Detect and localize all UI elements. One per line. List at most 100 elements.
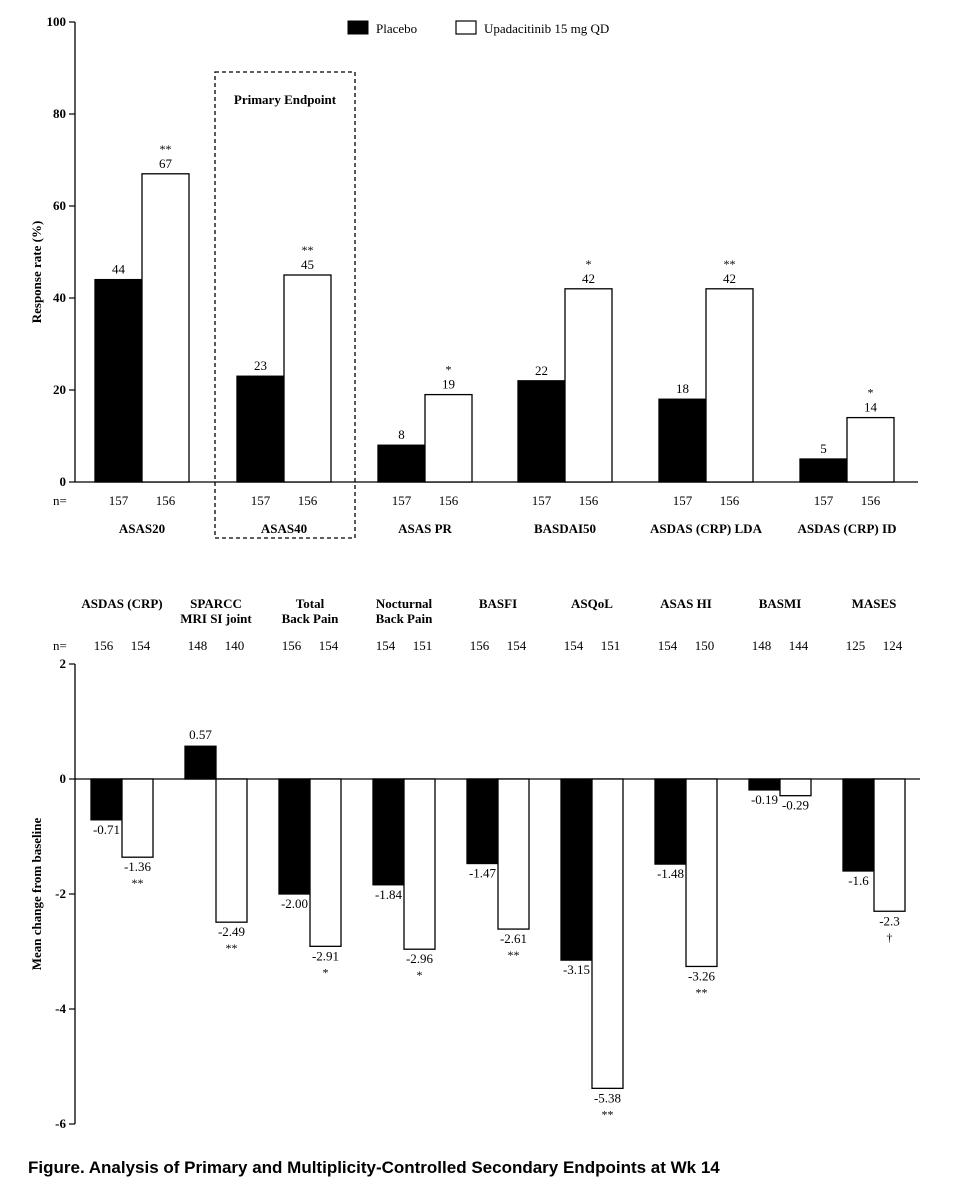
bottom-bar-asqol-placebo [560, 778, 593, 961]
bottom-significance-marker: * [323, 965, 329, 979]
top-bar-asas-pr-upadacitinib [424, 393, 473, 483]
top-y-tick-label: 80 [53, 106, 66, 121]
bottom-bar-mases-upadacitinib [873, 778, 906, 912]
legend-swatch-upadacitinib [455, 20, 477, 35]
bottom-bar-basfi-placebo [466, 778, 499, 865]
primary-endpoint-box [214, 71, 356, 539]
top-y-tick-label: 40 [53, 290, 66, 305]
top-significance-marker: * [446, 363, 452, 377]
top-n-value: 157 [251, 493, 271, 508]
bottom-n-value: 125 [846, 638, 866, 653]
bottom-significance-marker: ** [226, 941, 238, 955]
bottom-category-label: MRI SI joint [180, 611, 252, 626]
bottom-bar-basfi-upadacitinib [497, 778, 530, 930]
top-y-tick-label: 20 [53, 382, 66, 397]
bottom-bar-sparcc-mri-si-joint-placebo [184, 745, 217, 780]
top-category-label: ASDAS (CRP) LDA [650, 521, 763, 536]
top-bar-asdas-crp-lda-upadacitinib [705, 288, 754, 483]
bottom-value-label: -2.91 [312, 948, 339, 963]
bottom-value-label: -1.47 [469, 866, 497, 881]
top-significance-marker: ** [160, 142, 172, 156]
top-y-tick-label: 60 [53, 198, 66, 213]
top-value-label: 19 [442, 377, 455, 392]
primary-endpoint-label: Primary Endpoint [234, 92, 337, 107]
top-significance-marker: * [868, 386, 874, 400]
top-category-label: ASAS40 [261, 521, 307, 536]
top-y-axis-label: Response rate (%) [29, 221, 44, 324]
bottom-n-value: 156 [282, 638, 302, 653]
bottom-category-label: Back Pain [282, 611, 339, 626]
bottom-n-value: 140 [225, 638, 245, 653]
top-bar-basdai50-placebo [517, 380, 566, 483]
top-n-value: 157 [392, 493, 412, 508]
bottom-y-tick-label: 2 [60, 656, 67, 671]
bottom-value-label: -1.84 [375, 887, 403, 902]
top-significance-marker: ** [724, 257, 736, 271]
top-n-value: 157 [109, 493, 129, 508]
bottom-significance-marker: ** [508, 948, 520, 962]
bottom-y-tick-label: -6 [55, 1116, 66, 1131]
bottom-y-tick-label: 0 [60, 771, 67, 786]
bottom-n-value: 144 [789, 638, 809, 653]
bottom-value-label: -2.3 [879, 913, 900, 928]
legend-swatch-placebo [347, 20, 369, 35]
bottom-bar-total-back-pain-upadacitinib [309, 778, 342, 947]
top-value-label: 67 [159, 156, 173, 171]
bottom-value-label: -1.36 [124, 859, 152, 874]
top-n-value: 156 [579, 493, 599, 508]
legend-label-upadacitinib: Upadacitinib 15 mg QD [484, 21, 609, 36]
top-chart: 0 20 40 60 80 100 Response rate (%) Primary End… [29, 14, 918, 539]
top-value-label: 5 [820, 441, 827, 456]
top-category-label: ASAS20 [119, 521, 165, 536]
bottom-category-label: BASFI [479, 596, 517, 611]
bottom-value-label: -3.26 [688, 968, 716, 983]
bottom-bar-asas-hi-placebo [654, 778, 687, 865]
bottom-bar-mases-placebo [842, 778, 875, 872]
bottom-y-tick-label: -4 [55, 1001, 66, 1016]
bottom-bar-basmi-placebo [748, 778, 781, 791]
bottom-n-value: 154 [131, 638, 151, 653]
bottom-n-value: 154 [564, 638, 584, 653]
top-bar-asas40-upadacitinib [283, 274, 332, 483]
bottom-value-label: -5.38 [594, 1090, 621, 1105]
bottom-value-label: -0.19 [751, 792, 778, 807]
bottom-value-label: -2.61 [500, 931, 527, 946]
top-value-label: 42 [723, 271, 736, 286]
bottom-n-value: 151 [413, 638, 433, 653]
top-n-value: 156 [156, 493, 176, 508]
bottom-y-axis-label: Mean change from baseline [29, 818, 44, 971]
bottom-value-label: -3.15 [563, 962, 590, 977]
bottom-bar-asdas-crp-upadacitinib [121, 778, 154, 858]
bottom-n-value: 156 [94, 638, 114, 653]
top-category-label: BASDAI50 [534, 521, 596, 536]
top-value-label: 44 [112, 262, 126, 277]
top-y-tick-label: 100 [47, 14, 67, 29]
bottom-bar-asdas-crp-placebo [90, 778, 123, 821]
top-n-value: 156 [298, 493, 318, 508]
bottom-n-value: 124 [883, 638, 903, 653]
bottom-value-label: -0.71 [93, 822, 120, 837]
top-bar-asdas-crp-id-placebo [799, 458, 848, 483]
legend-label-placebo: Placebo [376, 21, 417, 36]
top-significance-marker: ** [302, 243, 314, 257]
bottom-category-label: Back Pain [376, 611, 433, 626]
bottom-value-label: -2.96 [406, 951, 434, 966]
bottom-bar-nocturnal-back-pain-placebo [372, 778, 405, 886]
top-bar-basdai50-upadacitinib [564, 288, 613, 483]
top-n-value: 157 [814, 493, 834, 508]
bottom-significance-marker: ** [132, 876, 144, 890]
bottom-significance-marker: ** [696, 985, 708, 999]
bottom-n-value: 154 [376, 638, 396, 653]
top-bar-asdas-crp-lda-placebo [658, 398, 707, 483]
bottom-bar-asqol-upadacitinib [591, 778, 624, 1090]
bottom-bar-asas-hi-upadacitinib [685, 778, 718, 968]
bottom-bar-nocturnal-back-pain-upadacitinib [403, 778, 436, 950]
top-value-label: 14 [864, 400, 878, 415]
bottom-n-value: 151 [601, 638, 621, 653]
bottom-value-label: -1.6 [848, 873, 869, 888]
top-value-label: 45 [301, 257, 314, 272]
top-n-value: 156 [861, 493, 881, 508]
top-n-value: 156 [439, 493, 459, 508]
top-category-label: ASAS PR [398, 521, 452, 536]
bottom-category-label: Nocturnal [376, 596, 433, 611]
